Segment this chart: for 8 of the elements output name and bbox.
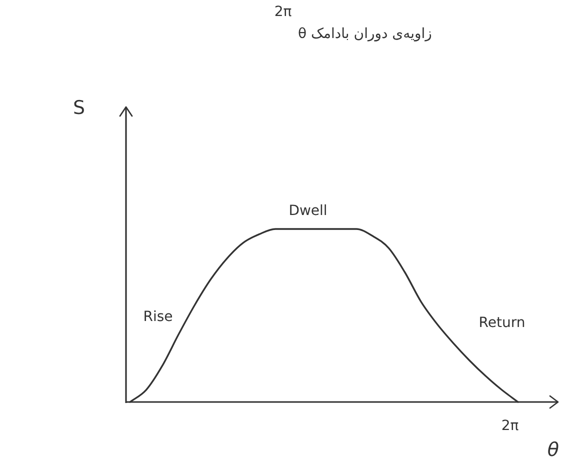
note: Return [478, 315, 526, 331]
note: Rise [143, 309, 173, 325]
note: S [72, 97, 86, 119]
note: θ زاویه‌ی دوران بادامک [298, 26, 432, 42]
x-axis-title: θ [547, 439, 559, 461]
note: 2π [274, 4, 292, 20]
note: 2π [501, 418, 519, 434]
note: Dwell [288, 203, 328, 219]
